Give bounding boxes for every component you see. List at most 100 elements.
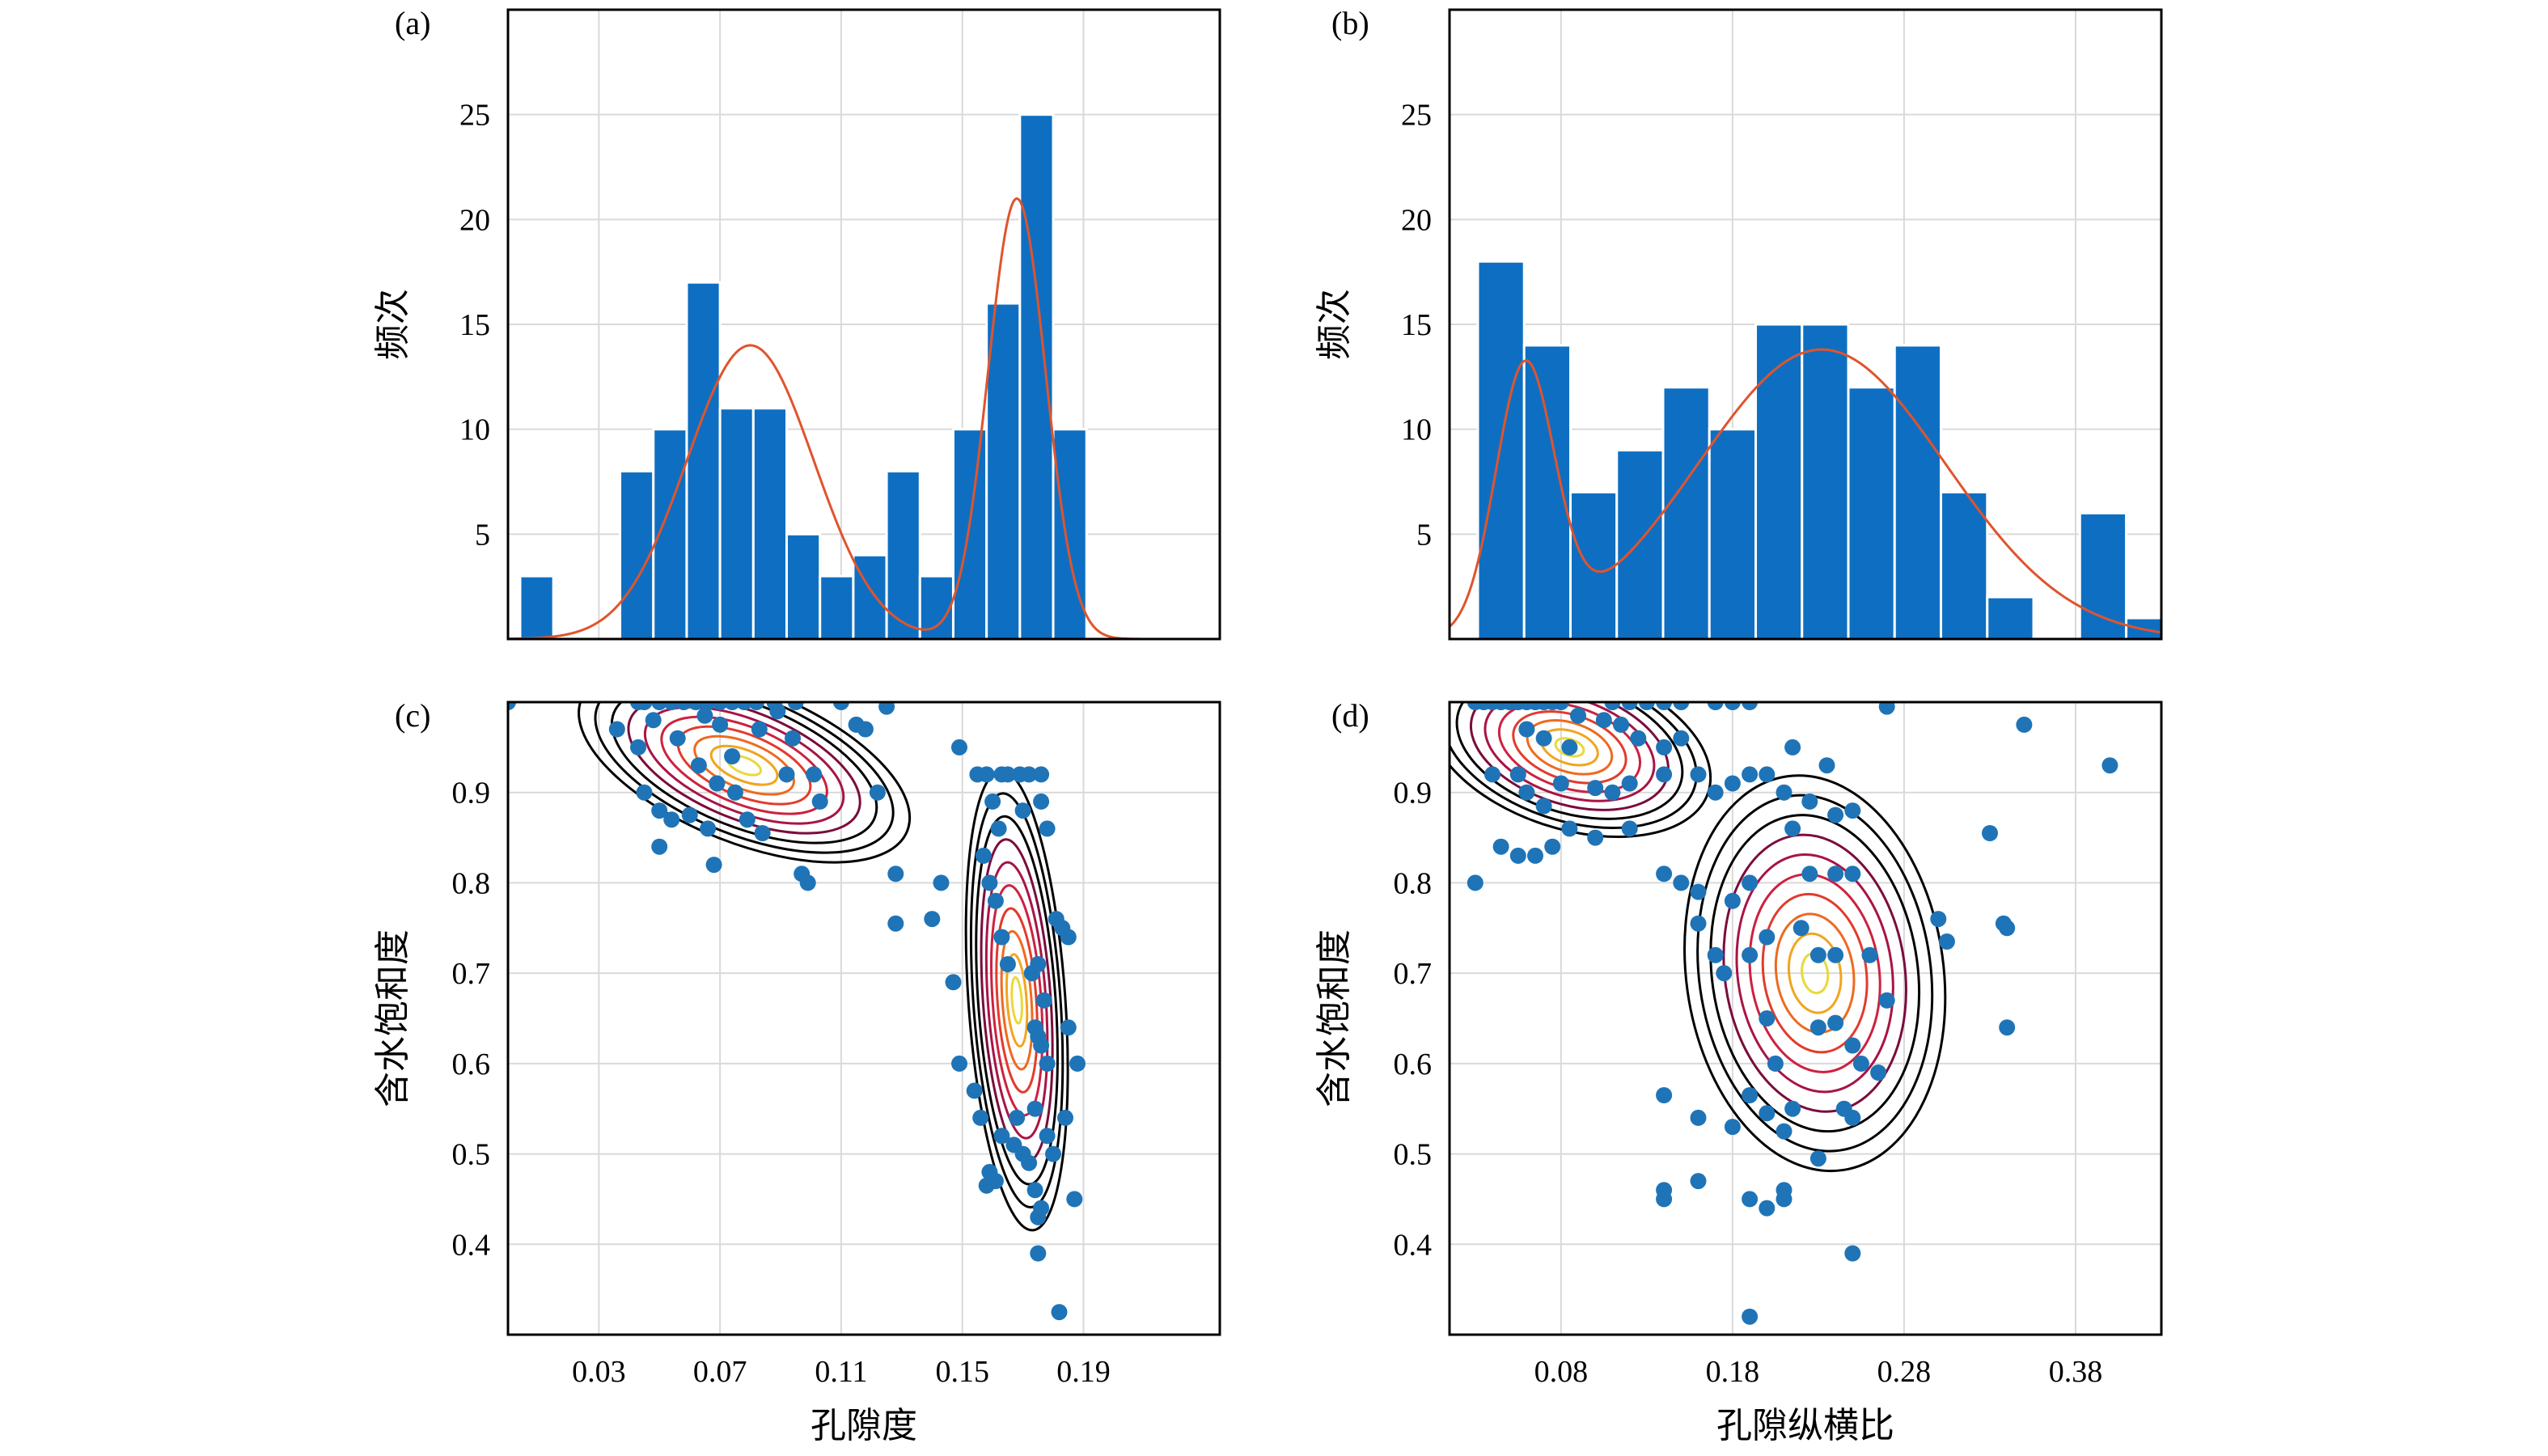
y-tick-label: 0.7	[1394, 957, 1433, 991]
scatter-point	[1552, 775, 1569, 792]
histogram-bar	[1018, 113, 1055, 639]
scatter-point	[651, 802, 668, 819]
contour-line	[1735, 853, 1894, 1094]
grid-lines	[508, 10, 1220, 639]
scatter-point	[1690, 1109, 1707, 1126]
scatter-point	[1656, 739, 1673, 756]
y-tick-label: 0.4	[1394, 1228, 1433, 1262]
scatter-point	[748, 702, 765, 710]
y-tick-label: 0.9	[452, 777, 491, 811]
axes-frame	[506, 700, 1221, 1336]
scatter-point	[696, 707, 713, 724]
scatter-point	[1638, 702, 1655, 710]
y-axis-title: 频次	[1314, 289, 1355, 360]
contour-line	[578, 702, 912, 864]
scatter-point	[1057, 1109, 1073, 1126]
scatter-points	[508, 702, 1086, 1321]
scatter-point	[984, 793, 1001, 810]
scatter-point	[990, 820, 1007, 837]
contour-line	[1748, 873, 1881, 1073]
scatter-point	[1014, 802, 1031, 819]
contour-line	[1484, 702, 1656, 802]
contour-line	[1554, 737, 1585, 758]
scatter-point	[1784, 739, 1801, 756]
contour-line	[1450, 702, 1698, 829]
contour-line	[1709, 814, 1921, 1133]
scatter-point	[1707, 702, 1724, 710]
scatter-point	[1792, 920, 1809, 937]
scatter-point	[1630, 730, 1647, 747]
scatter-point	[878, 702, 895, 715]
scatter-point	[1809, 1019, 1826, 1036]
grid-lines	[508, 702, 1220, 1335]
scatter-point	[1801, 866, 1818, 882]
scatter-point	[1724, 892, 1741, 909]
scatter-point	[1613, 716, 1629, 733]
panel-label: (d)	[1331, 697, 1369, 734]
scatter-point	[1604, 784, 1621, 801]
scatter-point	[1827, 806, 1844, 823]
scatter-point	[663, 811, 680, 828]
histogram-bar	[1801, 323, 1850, 639]
scatter-point	[1030, 956, 1047, 972]
scatter-point	[1561, 739, 1578, 756]
scatter-point	[1033, 766, 1050, 783]
scatter-point	[1707, 946, 1724, 963]
x-tick-label: 0.15	[935, 1355, 989, 1389]
scatter-point	[1009, 1109, 1026, 1126]
scatter-point	[1759, 929, 1776, 946]
x-tick-label: 0.11	[815, 1355, 867, 1389]
scatter-point	[1484, 766, 1500, 783]
scatter-point	[924, 911, 941, 928]
histogram-bar	[1052, 428, 1088, 639]
scatter-point	[1930, 911, 1947, 928]
scatter-point	[1060, 929, 1077, 946]
y-tick-label: 15	[459, 308, 490, 342]
scatter-point	[1039, 820, 1056, 837]
scatter-point	[1801, 793, 1818, 810]
scatter-point	[688, 702, 705, 710]
y-axis-title: 含水饱和度	[1314, 929, 1355, 1107]
scatter-point	[1021, 766, 1038, 783]
scatter-point	[1552, 702, 1569, 710]
scatter-point	[1069, 1055, 1086, 1072]
scatter-point	[857, 721, 874, 738]
scatter-point	[966, 1082, 983, 1099]
histogram-bar	[1708, 428, 1758, 639]
scatter-point	[832, 702, 849, 710]
scatter-point	[1878, 992, 1895, 1009]
scatter-point	[690, 757, 707, 774]
panel-label: (b)	[1331, 5, 1369, 41]
scatter-point	[1587, 829, 1604, 846]
contour-line	[610, 702, 878, 844]
scatter-point	[1852, 1055, 1869, 1072]
scatter-point	[1818, 757, 1835, 774]
scatter-point	[1673, 874, 1690, 891]
y-tick-label: 25	[459, 99, 490, 133]
scatter-point	[1878, 702, 1895, 715]
scatter-point	[1742, 1308, 1759, 1325]
y-tick-label: 0.9	[1394, 777, 1433, 811]
scatter-point	[1535, 798, 1552, 815]
histogram-bar	[951, 428, 988, 639]
y-tick-label: 5	[1416, 518, 1432, 552]
scatter-point	[1827, 946, 1844, 963]
x-tick-label: 0.03	[572, 1355, 626, 1389]
scatter-point	[975, 847, 992, 864]
histogram-bar	[685, 281, 722, 639]
scatter-point	[1844, 866, 1861, 882]
y-tick-label: 0.6	[1394, 1048, 1433, 1081]
y-tick-label: 0.4	[452, 1228, 491, 1262]
scatter-point	[1060, 1019, 1077, 1036]
fit-curve	[1450, 348, 2161, 634]
scatter-point	[1656, 1087, 1673, 1103]
scatter-point	[1759, 1200, 1776, 1217]
histogram-bar	[1568, 490, 1619, 639]
scatter-point	[1827, 866, 1844, 882]
scatter-point	[2016, 716, 2033, 733]
contour-line	[594, 702, 895, 854]
histogram-bar	[1847, 386, 1896, 639]
panel-label: (a)	[395, 5, 430, 41]
scatter-point	[1656, 702, 1673, 710]
